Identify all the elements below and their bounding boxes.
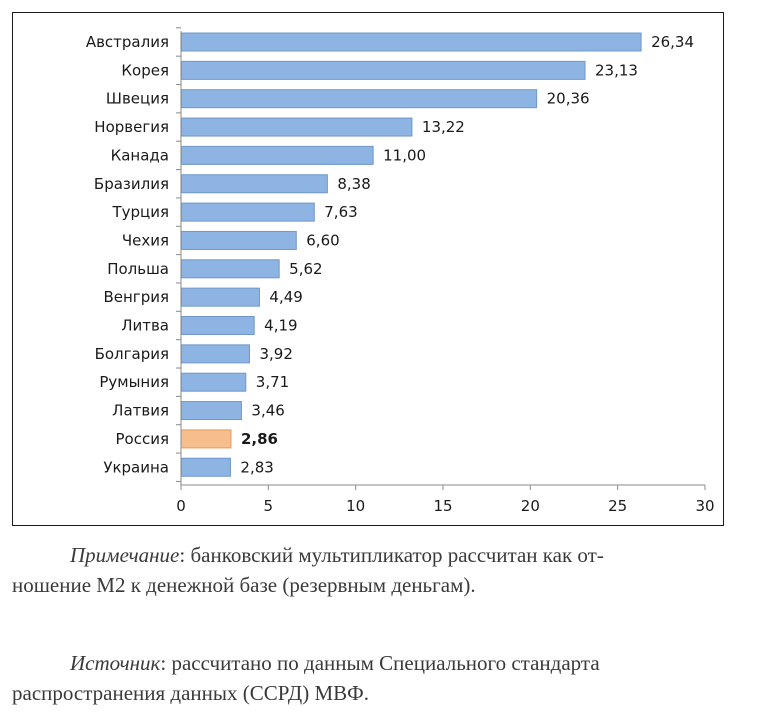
- bar: [181, 287, 260, 307]
- data-label: 3,71: [256, 373, 289, 391]
- x-tick-label: 5: [264, 497, 274, 515]
- chart-note: Примечание: банковский мультипликатор ра…: [12, 540, 770, 600]
- source-line1: : рассчитано по данным Специального стан…: [160, 651, 600, 675]
- bar: [181, 401, 242, 421]
- data-label: 20,36: [547, 90, 590, 108]
- data-label: 3,46: [251, 402, 284, 420]
- category-label: Латвия: [112, 402, 169, 420]
- x-tick-label: 0: [176, 497, 186, 515]
- bar: [181, 372, 247, 392]
- category-label: Норвегия: [94, 118, 169, 136]
- x-tick-label: 10: [346, 497, 365, 515]
- x-tick-label: 25: [608, 497, 627, 515]
- category-label: Корея: [121, 61, 169, 79]
- chart-frame: 0 5 10 15 20 25 30 Австралия 26,34 Корея 23,13 Швец…: [12, 12, 724, 526]
- note-line2: ношение М2 к денежной базе (резервным де…: [12, 573, 476, 597]
- bar: [181, 316, 255, 335]
- source-lead: Источник: [70, 651, 161, 675]
- category-label: Австралия: [86, 33, 169, 51]
- data-label: 2,86: [241, 430, 278, 448]
- category-label: Канада: [111, 146, 169, 164]
- bar: [181, 429, 232, 449]
- x-tick-label: 30: [695, 497, 714, 515]
- category-label: Бразилия: [94, 175, 169, 193]
- category-label: Швеция: [106, 90, 169, 108]
- note-lead: Примечание: [70, 543, 180, 567]
- bar: [181, 174, 328, 194]
- category-label: Болгария: [95, 345, 169, 363]
- category-label: Румыния: [99, 373, 169, 391]
- data-label: 4,49: [269, 288, 302, 306]
- bar: [181, 259, 280, 279]
- data-label: 7,63: [324, 203, 357, 221]
- category-label: Россия: [116, 430, 170, 448]
- data-label: 5,62: [289, 260, 322, 278]
- bar: [181, 457, 231, 477]
- bar: [181, 89, 538, 109]
- chart-source: Источник: рассчитано по данным Специальн…: [12, 648, 770, 708]
- category-label: Литва: [121, 317, 169, 335]
- category-label: Венгрия: [103, 288, 169, 306]
- data-label: 4,19: [264, 317, 297, 335]
- bar: [181, 202, 315, 222]
- bar: [181, 230, 297, 250]
- category-label: Польша: [107, 260, 169, 278]
- bar: [181, 117, 413, 137]
- data-label: 23,13: [595, 61, 638, 79]
- x-tick-label: 15: [433, 497, 452, 515]
- category-label: Чехия: [122, 231, 169, 249]
- data-label: 26,34: [651, 33, 694, 51]
- data-label: 11,00: [383, 146, 426, 164]
- bar: [181, 32, 642, 52]
- bar: [181, 60, 586, 80]
- data-label: 2,83: [240, 458, 273, 476]
- category-label: Турция: [111, 203, 169, 221]
- category-label: Украина: [103, 458, 169, 476]
- x-tick-label: 20: [521, 497, 540, 515]
- data-label: 6,60: [306, 231, 339, 249]
- data-label: 3,92: [259, 345, 292, 363]
- data-label: 8,38: [337, 175, 370, 193]
- bar: [181, 145, 374, 165]
- bar: [181, 344, 250, 364]
- note-line1: : банковский мультипликатор рассчитан ка…: [179, 543, 604, 567]
- source-line2: распространения данных (ССРД) МВФ.: [12, 681, 369, 705]
- data-label: 13,22: [422, 118, 465, 136]
- bar-chart: 0 5 10 15 20 25 30 Австралия 26,34 Корея 23,13 Швец…: [86, 27, 715, 515]
